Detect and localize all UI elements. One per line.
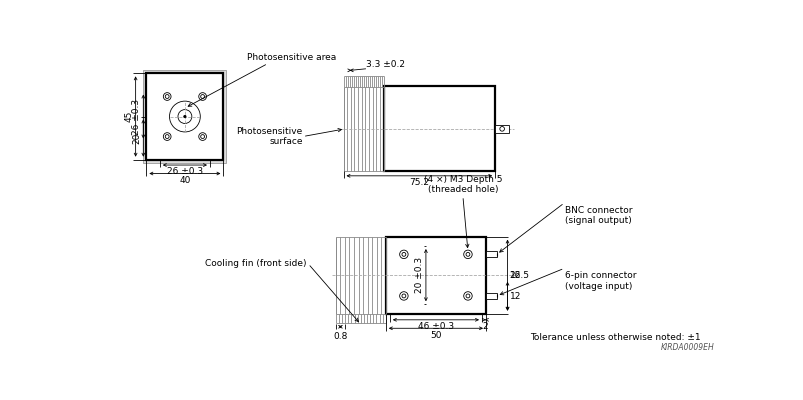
Text: 0.8: 0.8 (332, 332, 347, 341)
Circle shape (198, 93, 206, 100)
Text: 75.2: 75.2 (409, 178, 429, 187)
Circle shape (402, 294, 406, 298)
Text: 6-pin connector
(voltage input): 6-pin connector (voltage input) (564, 271, 635, 291)
Circle shape (402, 252, 406, 256)
Text: Cooling fin (front side): Cooling fin (front side) (205, 259, 306, 268)
Text: Photosensitive area: Photosensitive area (247, 53, 336, 62)
Circle shape (169, 101, 200, 132)
Circle shape (201, 135, 204, 138)
Circle shape (463, 292, 471, 300)
Circle shape (399, 250, 408, 258)
Circle shape (165, 135, 169, 138)
Text: 26 ±0.3: 26 ±0.3 (132, 98, 141, 134)
Text: 26 ±0.3: 26 ±0.3 (167, 167, 202, 176)
Circle shape (463, 250, 471, 258)
Text: 26.5: 26.5 (509, 271, 529, 280)
Text: (4 ×) M3 Depth 5
(threaded hole): (4 ×) M3 Depth 5 (threaded hole) (423, 175, 502, 194)
Circle shape (198, 133, 206, 140)
Bar (485, 251, 496, 258)
Circle shape (466, 252, 469, 256)
Text: 2: 2 (481, 322, 487, 331)
Circle shape (466, 294, 469, 298)
Circle shape (163, 93, 171, 100)
Bar (495, 125, 508, 133)
Text: Photosensitive
surface: Photosensitive surface (236, 127, 303, 146)
Text: 40: 40 (179, 176, 190, 185)
Text: 3.3 ±0.2: 3.3 ±0.2 (365, 60, 405, 69)
Text: 20 ±0.3: 20 ±0.3 (414, 257, 423, 293)
Circle shape (177, 110, 192, 124)
Text: 12: 12 (509, 270, 520, 280)
Circle shape (499, 126, 503, 131)
Text: BNC connector
(signal output): BNC connector (signal output) (564, 206, 631, 225)
Text: Tolerance unless otherwise noted: ±1: Tolerance unless otherwise noted: ±1 (529, 333, 699, 342)
Text: 46 ±0.3: 46 ±0.3 (418, 322, 454, 331)
Bar (383, 86, 495, 171)
Text: 50: 50 (430, 330, 441, 340)
Bar (485, 293, 496, 299)
Circle shape (184, 115, 185, 118)
Circle shape (165, 94, 169, 98)
Circle shape (399, 292, 408, 300)
Bar (143, 70, 226, 163)
Text: 20: 20 (132, 132, 141, 144)
Bar (146, 74, 223, 160)
Circle shape (163, 133, 171, 140)
Text: KIRDA0009EH: KIRDA0009EH (660, 343, 714, 352)
Text: 45: 45 (124, 111, 133, 122)
Bar (385, 237, 485, 314)
Circle shape (201, 94, 204, 98)
Text: 12: 12 (509, 292, 520, 301)
